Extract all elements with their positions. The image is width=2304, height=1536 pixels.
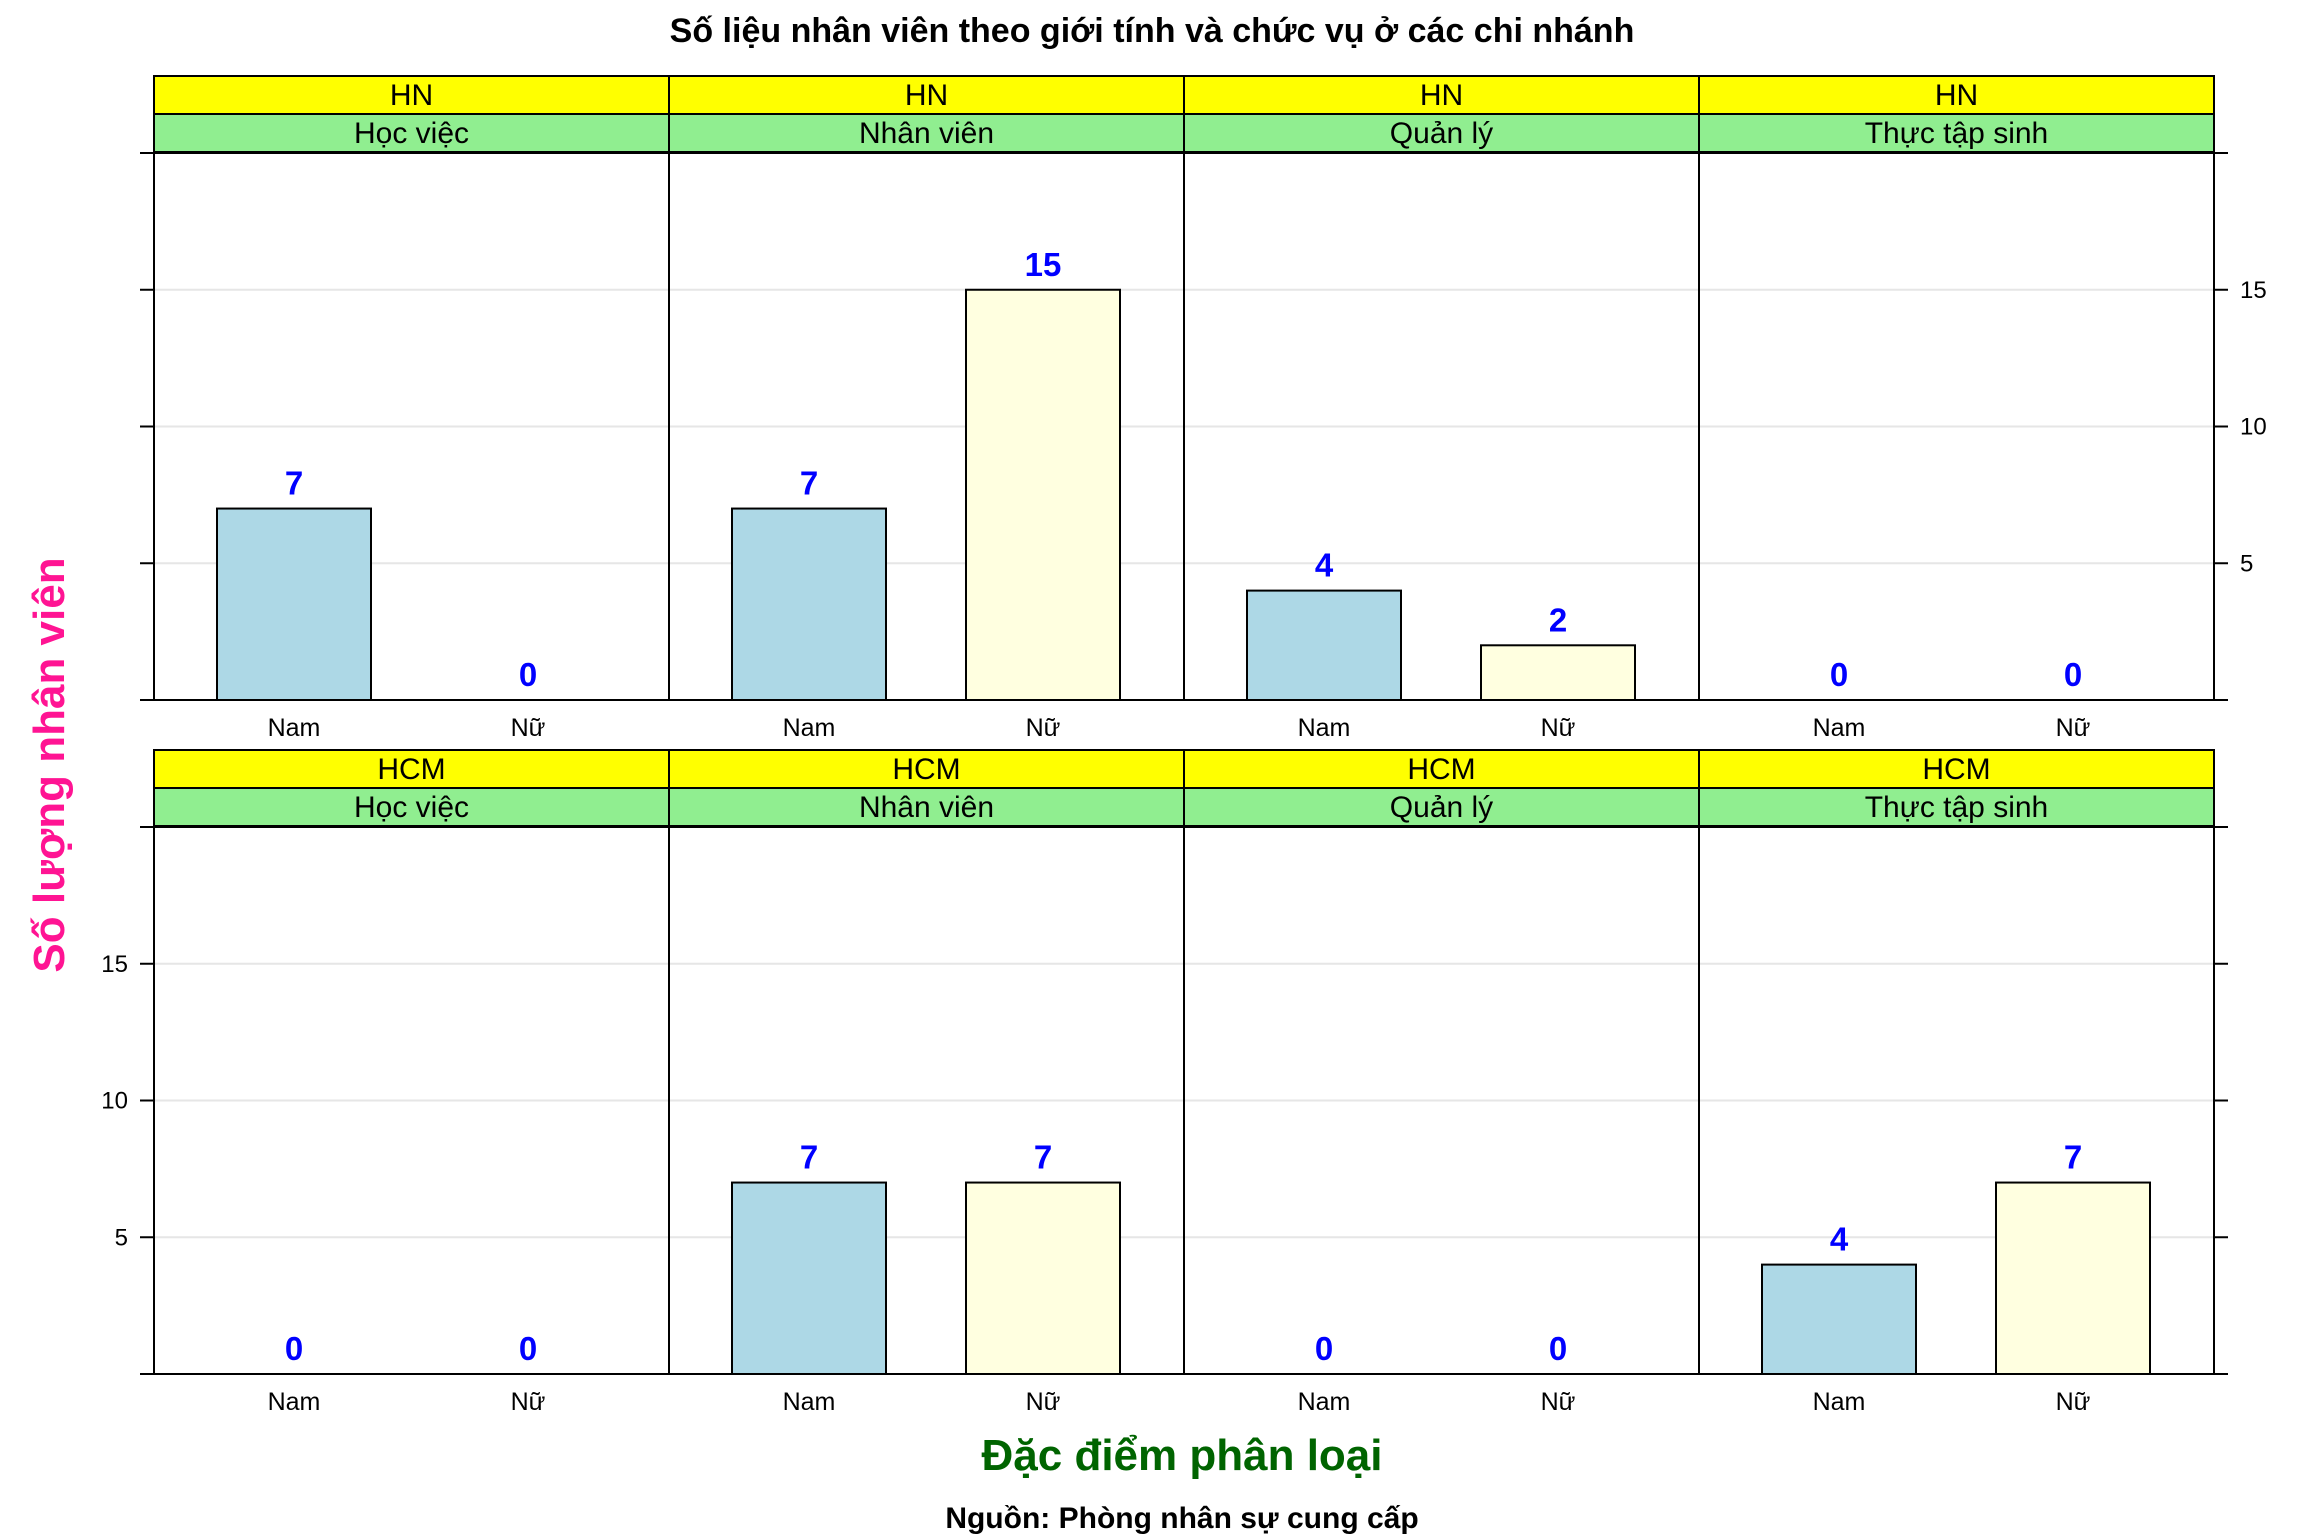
strip-branch-label: HN [905,79,948,112]
bar-nam [731,507,887,701]
strip-branch [1183,749,1700,789]
data-label: 4 [1315,547,1334,584]
x-tick-label: Nữ [511,1388,546,1416]
chart-title: Số liệu nhân viên theo giới tính và chức… [670,12,1635,50]
strip-branch-label: HCM [892,753,960,786]
y-tick-label: 15 [101,951,128,978]
source-caption: Nguồn: Phòng nhân sự cung cấp [945,1502,1418,1535]
data-label: 7 [800,1139,818,1176]
data-label: 7 [800,465,818,502]
x-tick-label: Nữ [1026,1388,1061,1416]
strip-branch-label: HN [390,79,433,112]
data-label: 0 [1549,1330,1567,1367]
x-tick-label: Nam [783,714,836,742]
x-axis-label: Đặc điểm phân loại [982,1431,1383,1480]
panel-hcm-1: 0 Nam 0 Nữ HCM Học việc [153,749,670,1416]
x-tick-label: Nữ [1541,714,1576,742]
strip-position [1183,787,1700,827]
x-tick-label: Nam [1298,714,1351,742]
y-tick-label: 10 [101,1088,128,1115]
x-tick-label: Nữ [2056,714,2091,742]
strip-position [1183,113,1700,153]
bar-nu [1995,1181,2151,1376]
bar-nu [965,288,1121,701]
y-axis-row-1: 5 10 15 [140,152,2267,701]
strip-branch [668,749,1185,789]
strip-branch-label: HCM [1407,753,1475,786]
panel-grid: 7 Nam 0 Nữ HN Học việc 7 Nam 15 Nữ HN Nhân viên 4 Nam… [101,75,2267,1416]
data-label: 0 [285,1330,303,1367]
strip-branch [153,749,670,789]
panel-hn-3: 4 Nam 2 Nữ HN Quản lý [1183,75,1700,742]
y-tick-label: 5 [2240,550,2253,577]
strip-branch [1698,75,2215,115]
x-tick-label: Nam [1813,1388,1866,1416]
data-label: 2 [1549,601,1567,638]
strip-position-label: Nhân viên [859,117,994,150]
data-label: 4 [1830,1221,1849,1258]
panel-hcm-3: 0 Nam 0 Nữ HCM Quản lý [1183,749,1700,1416]
strip-position-label: Quản lý [1390,791,1493,824]
data-label: 0 [1315,1330,1333,1367]
strip-position-label: Nhân viên [859,791,994,824]
strip-position [668,787,1185,827]
strip-position-label: Thực tập sinh [1865,117,2049,150]
bar-nam [1246,589,1402,701]
strip-position-label: Quản lý [1390,117,1493,150]
data-label: 7 [2064,1139,2082,1176]
strip-branch-label: HCM [1922,753,1990,786]
strip-position [668,113,1185,153]
y-tick-label: 5 [115,1224,128,1251]
x-tick-label: Nam [783,1388,836,1416]
strip-position-label: Học việc [354,117,469,150]
x-tick-label: Nam [1813,714,1866,742]
bar-nam [731,1181,887,1376]
strip-position [1698,787,2215,827]
strip-position-label: Học việc [354,791,469,824]
x-tick-label: Nam [268,1388,321,1416]
y-axis-label: Số lượng nhân viên [25,557,74,972]
bar-nu [1480,644,1636,701]
strip-branch-label: HN [1935,79,1978,112]
data-label: 7 [1034,1139,1052,1176]
data-label: 0 [519,1330,537,1367]
bar-nam [216,507,372,701]
strip-branch-label: HCM [377,753,445,786]
x-tick-label: Nữ [511,714,546,742]
x-tick-label: Nữ [1541,1388,1576,1416]
data-label: 7 [285,465,303,502]
strip-position [1698,113,2215,153]
bar-nu [965,1181,1121,1376]
x-tick-label: Nữ [2056,1388,2091,1416]
panel-hcm-2: 7 Nam 7 Nữ HCM Nhân viên [668,749,1185,1416]
y-tick-label: 15 [2240,277,2267,304]
strip-position-label: Thực tập sinh [1865,791,2049,824]
strip-branch [1183,75,1700,115]
strip-branch-label: HN [1420,79,1463,112]
x-tick-label: Nữ [1026,714,1061,742]
strip-branch [153,75,670,115]
bar-nam [1761,1263,1917,1375]
data-label: 0 [519,656,537,693]
y-axis-row-2: 5 10 15 [101,826,2228,1375]
strip-branch [1698,749,2215,789]
panel-hcm-4: 4 Nam 7 Nữ HCM Thực tập sinh [1698,749,2215,1416]
panel-hn-2: 7 Nam 15 Nữ HN Nhân viên [668,75,1185,742]
strip-position [153,113,670,153]
data-label: 15 [1025,246,1062,283]
y-tick-label: 10 [2240,414,2267,441]
x-tick-label: Nam [268,714,321,742]
panel-hn-4: 0 Nam 0 Nữ HN Thực tập sinh [1698,75,2215,742]
data-label: 0 [1830,656,1848,693]
panel-hn-1: 7 Nam 0 Nữ HN Học việc [153,75,670,742]
data-label: 0 [2064,656,2082,693]
x-tick-label: Nam [1298,1388,1351,1416]
